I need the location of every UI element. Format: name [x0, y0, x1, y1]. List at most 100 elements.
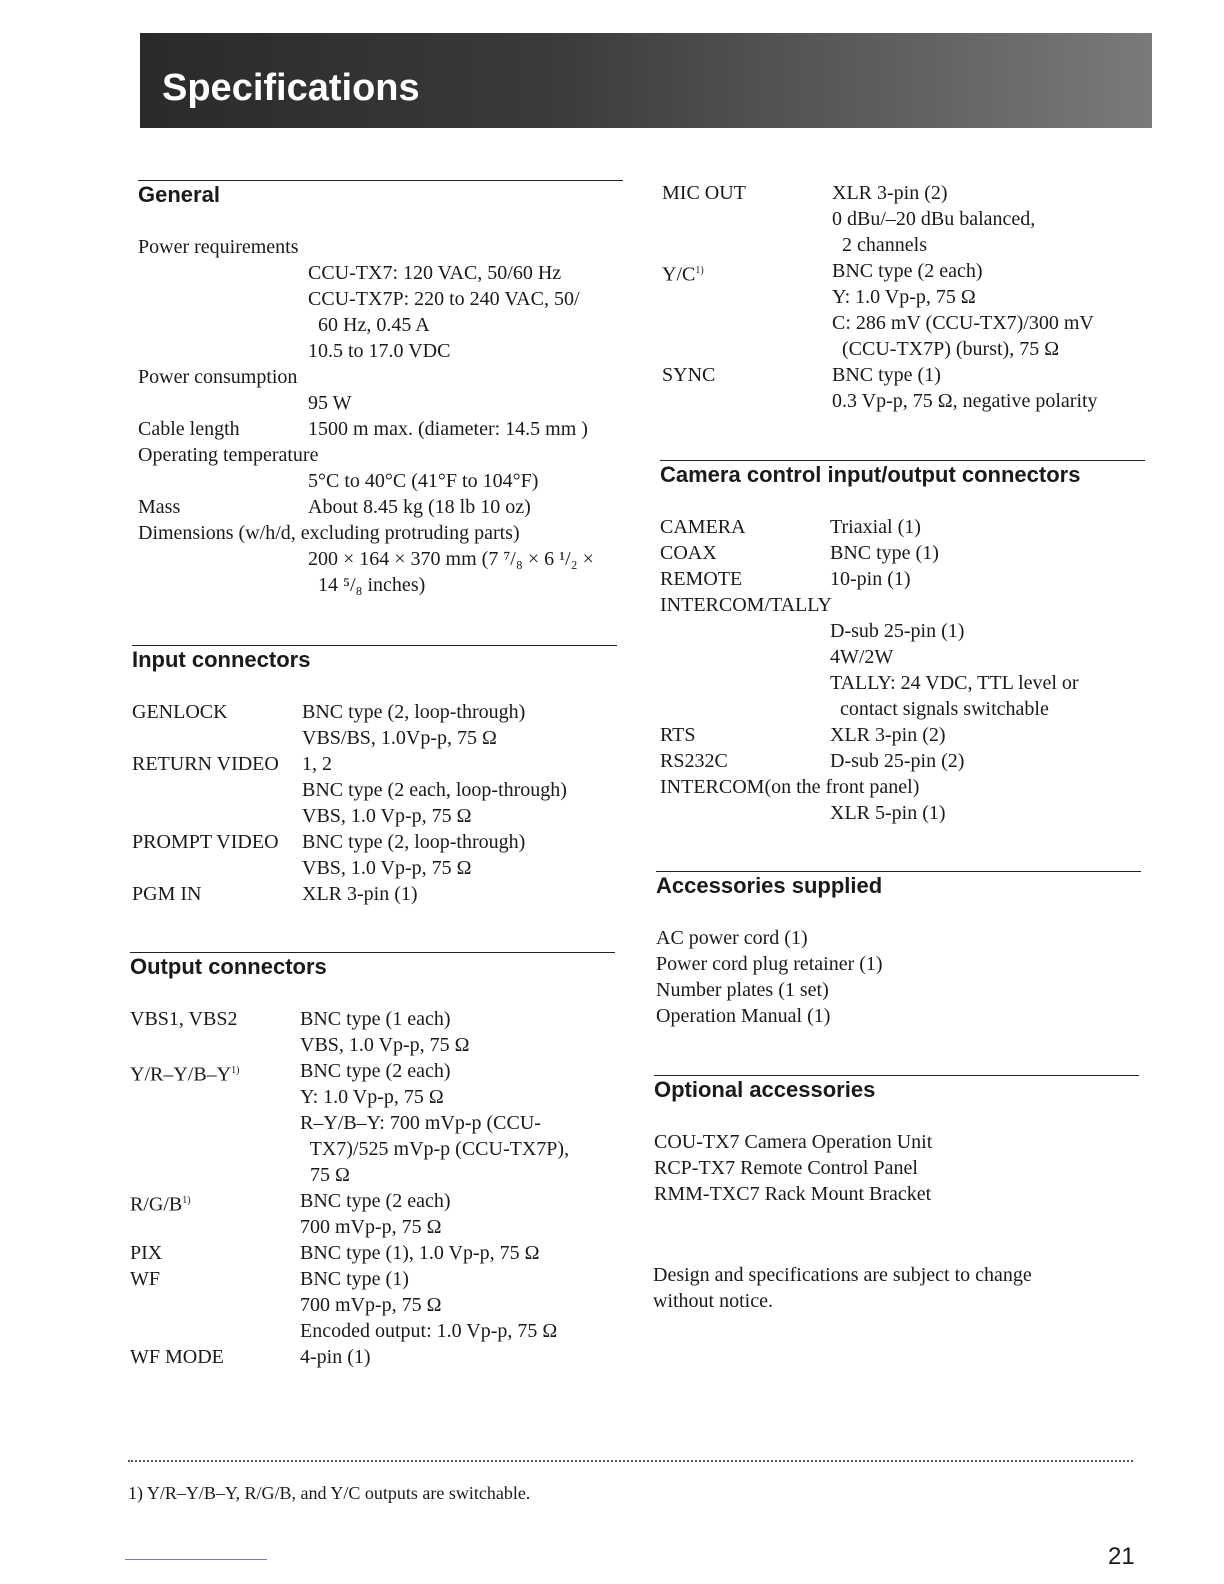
spec-label: MIC OUT	[662, 182, 746, 204]
spec-label: RTS	[660, 724, 696, 746]
spec-row: Power cord plug retainer (1)	[656, 951, 1141, 977]
spec-value-line: BNC type (2 each, loop-through)	[302, 779, 567, 801]
spec-label: Power requirements	[138, 236, 299, 258]
spec-value-line: BNC type (2, loop-through)	[302, 831, 526, 853]
spec-label: RS232C	[660, 750, 728, 772]
spec-value-line: 2 channels	[832, 234, 927, 256]
spec-value-line: 1500 m max. (diameter: 14.5 mm )	[308, 418, 588, 440]
spec-value-line: VBS, 1.0 Vp-p, 75 Ω	[302, 805, 472, 827]
spec-value-line: 700 mVp-p, 75 Ω	[300, 1216, 442, 1238]
spec-value-line: 14 ⁵/₈ inches)	[308, 574, 426, 596]
spec-value-line: R–Y/B–Y: 700 mVp-p (CCU-	[300, 1112, 541, 1134]
spec-value-line: XLR 5-pin (1)	[830, 802, 946, 824]
spec-value-line: 10-pin (1)	[830, 568, 911, 590]
spec-row: COU-TX7 Camera Operation Unit	[654, 1129, 1139, 1155]
spec-row: Y/C1) BNC type (2 each) Y: 1.0 Vp-p, 75 Ω C…	[662, 258, 1147, 362]
spec-value-line: BNC type (2, loop-through)	[302, 701, 526, 723]
spec-value-line: VBS, 1.0 Vp-p, 75 Ω	[300, 1034, 470, 1056]
spec-value-line: VBS/BS, 1.0Vp-p, 75 Ω	[302, 727, 497, 749]
spec-value-line: BNC type (1)	[300, 1268, 409, 1290]
spec-row: Number plates (1 set)	[656, 977, 1141, 1003]
spec-label: RMM-TXC7 Rack Mount Bracket	[654, 1183, 932, 1205]
spec-row: INTERCOM/TALLY	[660, 592, 1145, 618]
section-rule	[138, 180, 623, 181]
spec-value: 4-pin (1)	[300, 1344, 371, 1370]
spec-value-line: XLR 3-pin (1)	[302, 883, 418, 905]
spec-value-line: D-sub 25-pin (2)	[830, 750, 965, 772]
spec-value-line: CCU-TX7: 120 VAC, 50/60 Hz	[308, 262, 562, 284]
spec-value: XLR 3-pin (1)	[302, 881, 418, 907]
spec-label: Cable length	[138, 418, 240, 440]
spec-label: GENLOCK	[132, 701, 228, 723]
spec-value: BNC type (2 each) Y: 1.0 Vp-p, 75 Ω R–Y/B–…	[300, 1058, 569, 1188]
section-input-connectors: Input connectors GENLOCK BNC type (2, loop…	[132, 645, 617, 907]
section-heading: Input connectors	[132, 647, 311, 672]
spec-value-line: C: 286 mV (CCU-TX7)/300 mV	[832, 312, 1094, 334]
spec-label	[138, 260, 308, 364]
footnote-marker: 1)	[182, 1195, 191, 1206]
spec-row: PROMPT VIDEO BNC type (2, loop-through) VB…	[132, 829, 617, 881]
spec-value: Triaxial (1)	[830, 514, 921, 540]
spec-label: RETURN VIDEO	[132, 753, 279, 775]
spec-value-line: About 8.45 kg (18 lb 10 oz)	[308, 496, 531, 518]
spec-value-line: BNC type (2 each)	[300, 1190, 451, 1212]
spec-value-line: 4W/2W	[830, 646, 894, 668]
spec-value-line: CCU-TX7P: 220 to 240 VAC, 50/	[308, 288, 580, 310]
spec-value: D-sub 25-pin (2)	[830, 748, 964, 774]
spec-label: Dimensions (w/h/d, excluding protruding …	[138, 522, 520, 544]
spec-row: Y/R–Y/B–Y1) BNC type (2 each) Y: 1.0 Vp-p,…	[130, 1058, 615, 1188]
spec-label: SYNC	[662, 364, 716, 386]
spec-value-line: VBS, 1.0 Vp-p, 75 Ω	[302, 857, 472, 879]
spec-value: XLR 3-pin (2) 0 dBu/–20 dBu balanced, 2 c…	[832, 180, 1035, 258]
spec-value-line: TALLY: 24 VDC, TTL level or	[830, 672, 1079, 694]
spec-value-line: 5°C to 40°C (41°F to 104°F)	[308, 470, 539, 492]
spec-value: About 8.45 kg (18 lb 10 oz)	[308, 494, 531, 520]
title-banner: Specifications	[140, 33, 1152, 128]
spec-label: VBS1, VBS2	[130, 1008, 238, 1030]
footnote-divider	[128, 1460, 1133, 1462]
spec-row: VBS1, VBS2 BNC type (1 each) VBS, 1.0 Vp-p…	[130, 1006, 615, 1058]
spec-value-line: 0.3 Vp-p, 75 Ω, negative polarity	[832, 390, 1098, 412]
spec-label: CAMERA	[660, 516, 746, 538]
spec-value: 1, 2 BNC type (2 each, loop-through) VBS, …	[302, 751, 567, 829]
spec-row: 200 × 164 × 370 mm (7 ⁷/₈ × 6 ¹/₂ × 14 ⁵…	[138, 546, 623, 598]
spec-value-line: 95 W	[308, 392, 352, 414]
spec-row: XLR 5-pin (1)	[660, 800, 1145, 826]
section-optional-accessories: Optional accessories COU-TX7 Camera Opera…	[654, 1075, 1139, 1207]
spec-row: 5°C to 40°C (41°F to 104°F)	[138, 468, 623, 494]
page-rule	[125, 1559, 267, 1560]
spec-value: BNC type (1) 700 mVp-p, 75 Ω Encoded outpu…	[300, 1266, 557, 1344]
footnote-marker: 1)	[695, 265, 704, 276]
spec-row: Cable length 1500 m max. (diameter: 14.5 …	[138, 416, 623, 442]
spec-row: RETURN VIDEO 1, 2 BNC type (2 each, loop-t…	[132, 751, 617, 829]
spec-row: Mass About 8.45 kg (18 lb 10 oz)	[138, 494, 623, 520]
spec-label: AC power cord (1)	[656, 927, 808, 949]
spec-label: Y/C1)	[662, 263, 704, 286]
spec-label: Y/R–Y/B–Y1)	[130, 1063, 240, 1086]
spec-value-line: Triaxial (1)	[830, 516, 921, 538]
spec-value-line: Encoded output: 1.0 Vp-p, 75 Ω	[300, 1320, 558, 1342]
spec-value-line: 0 dBu/–20 dBu balanced,	[832, 208, 1036, 230]
spec-row: REMOTE 10-pin (1)	[660, 566, 1145, 592]
spec-row: CAMERA Triaxial (1)	[660, 514, 1145, 540]
spec-row: 95 W	[138, 390, 623, 416]
spec-row: RS232C D-sub 25-pin (2)	[660, 748, 1145, 774]
spec-value-line: D-sub 25-pin (1)	[830, 620, 965, 642]
section-general: General Power requirements CCU-TX7: 120 VA…	[138, 180, 623, 598]
spec-row: RTS XLR 3-pin (2)	[660, 722, 1145, 748]
spec-label: WF	[130, 1268, 160, 1290]
spec-value-line: Y: 1.0 Vp-p, 75 Ω	[832, 286, 976, 308]
spec-row: PIX BNC type (1), 1.0 Vp-p, 75 Ω	[130, 1240, 615, 1266]
spec-value: BNC type (2, loop-through) VBS/BS, 1.0Vp-…	[302, 699, 525, 751]
spec-label: Mass	[138, 496, 181, 518]
spec-value-line: 10.5 to 17.0 VDC	[308, 340, 451, 362]
spec-value: BNC type (1) 0.3 Vp-p, 75 Ω, negative pol…	[832, 362, 1098, 414]
spec-row: Operating temperature	[138, 442, 623, 468]
section-heading: General	[138, 182, 220, 207]
spec-value-line: XLR 3-pin (2)	[832, 182, 948, 204]
spec-row: WF MODE 4-pin (1)	[130, 1344, 615, 1370]
spec-row: CCU-TX7: 120 VAC, 50/60 Hz CCU-TX7P: 220 …	[138, 260, 623, 364]
spec-label	[138, 468, 308, 494]
spec-value: 1500 m max. (diameter: 14.5 mm )	[308, 416, 588, 442]
